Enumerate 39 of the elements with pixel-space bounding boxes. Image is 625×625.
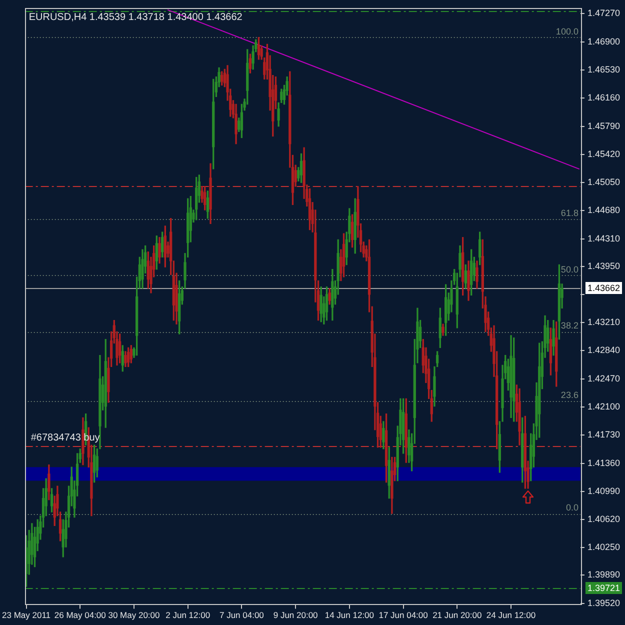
y-tick-label: 1.42100 xyxy=(587,402,620,412)
y-tick-label: 1.43950 xyxy=(587,260,620,271)
annotation: 38.2 xyxy=(560,320,578,331)
ref-line-label: 1.39721 xyxy=(587,582,620,593)
y-tick-label: 1.44310 xyxy=(587,233,620,244)
y-tick-label: 1.42840 xyxy=(587,345,620,356)
x-tick-label: 24 Jun 12:00 xyxy=(486,610,536,620)
x-tick-label: 30 May 20:00 xyxy=(108,610,160,620)
y-tick-label: 1.41360 xyxy=(587,458,620,468)
annotation: 0.0 xyxy=(566,502,578,512)
y-tick-label: 1.45050 xyxy=(587,177,620,188)
annotation: 61.8 xyxy=(560,208,578,218)
y-tick-label: 1.41730 xyxy=(587,430,620,440)
y-tick-label: 1.45420 xyxy=(587,148,620,159)
y-tick-label: 1.46160 xyxy=(587,92,620,103)
x-tick-label: 26 May 04:00 xyxy=(54,610,106,620)
annotation: 100.0 xyxy=(556,26,578,36)
y-tick-label: 1.40250 xyxy=(587,542,620,552)
x-tick-label: 23 May 2011 xyxy=(2,610,51,620)
y-tick-label: 1.40620 xyxy=(587,514,620,524)
x-tick-label: 17 Jun 04:00 xyxy=(378,610,428,620)
y-tick-label: 1.43210 xyxy=(587,317,620,328)
x-tick-label: 7 Jun 04:00 xyxy=(219,610,264,620)
y-tick-label: 1.42470 xyxy=(587,373,620,384)
x-tick-label: 2 Jun 12:00 xyxy=(166,610,210,620)
x-tick-label: 21 Jun 20:00 xyxy=(432,610,482,620)
x-tick-label: 9 Jun 20:00 xyxy=(273,610,318,620)
annotation: 50.0 xyxy=(560,264,578,274)
annotation: 23.6 xyxy=(560,390,578,400)
y-tick-label: 1.46530 xyxy=(587,64,620,74)
y-tick-label: 1.39890 xyxy=(587,570,620,580)
x-tick-label: 14 Jun 12:00 xyxy=(324,610,374,620)
y-tick-label: 1.40990 xyxy=(587,486,620,496)
y-tick-label: 1.44680 xyxy=(587,205,620,216)
y-tick-label: 1.47270 xyxy=(587,8,620,18)
y-tick-label: 1.39520 xyxy=(587,598,620,608)
ref-line-label: 1.43662 xyxy=(587,282,620,293)
y-tick-label: 1.45790 xyxy=(587,120,620,131)
y-tick-label: 1.46900 xyxy=(587,36,620,46)
